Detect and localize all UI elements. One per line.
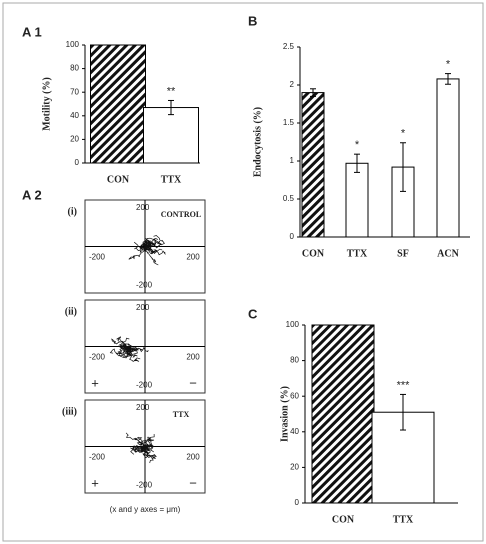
x-tick-label: -200: [89, 253, 106, 262]
y-tick-label: 0: [295, 498, 300, 507]
significance: **: [167, 85, 176, 97]
y-tick-label: 1: [290, 156, 295, 165]
y-axis-label: Invasion (%): [279, 386, 290, 442]
y-tick-label: 40: [70, 111, 79, 120]
caption: (x and y axes = μm): [110, 505, 181, 514]
significance: *: [401, 128, 406, 140]
y-tick-label: 0: [75, 158, 80, 167]
x-tick-label: 200: [186, 253, 200, 262]
bar: [90, 44, 146, 164]
panel-label: C: [248, 306, 258, 321]
x-tick-label: -200: [89, 453, 106, 462]
bar: [311, 324, 375, 504]
trajectory-trace: [130, 446, 146, 455]
trajectory-trace: [143, 243, 152, 252]
x-tick-label: 200: [186, 353, 200, 362]
y-tick-label: 70: [70, 87, 79, 96]
panel-label: A 1: [22, 24, 42, 39]
trajectory-trace: [124, 347, 138, 358]
corner-label: −: [189, 475, 197, 490]
y-tick-label: 40: [290, 427, 299, 436]
trajectory-trace: [137, 444, 148, 453]
bar: [143, 107, 199, 164]
trajectory-trace: [142, 243, 159, 266]
x-tick-label: TTX: [161, 174, 182, 185]
y-tick-label: 1.5: [283, 118, 295, 127]
x-tick-label: 200: [186, 453, 200, 462]
panel-sublabel: (iii): [62, 406, 77, 417]
trajectory-trace: [144, 235, 165, 249]
x-tick-label: CON: [332, 514, 355, 525]
trajectory-trace: [126, 346, 149, 353]
y-tick-label: -200: [136, 280, 153, 289]
panel-sublabel: (ii): [65, 306, 77, 317]
panel-label: A 2: [22, 187, 42, 202]
trajectory-trace: [141, 446, 155, 460]
y-axis-label: Motility (%): [41, 77, 52, 131]
trajectory-trace: [143, 241, 163, 255]
panel-sublabel: (i): [68, 206, 77, 217]
trajectory-trace: [133, 241, 147, 254]
y-tick-label: 100: [286, 320, 300, 329]
trajectory-trace: [119, 343, 134, 353]
y-tick-label: -200: [136, 480, 153, 489]
corner-label: +: [91, 375, 99, 390]
y-tick-label: 200: [136, 303, 150, 312]
x-tick-label: TTX: [347, 248, 368, 259]
y-tick-label: 2.5: [283, 42, 295, 51]
y-tick-label: 100: [66, 40, 80, 49]
panel-label: B: [248, 13, 257, 28]
y-tick-label: 20: [70, 135, 79, 144]
y-tick-label: 0: [290, 232, 295, 241]
y-tick-label: 2: [290, 80, 295, 89]
trajectory-trace: [144, 436, 155, 449]
y-tick-label: 80: [70, 64, 79, 73]
y-tick-label: 0.5: [283, 194, 295, 203]
significance: ***: [397, 379, 411, 391]
panel-annotation: TTX: [173, 410, 190, 419]
panel-annotation: CONTROL: [161, 210, 201, 219]
x-tick-label: TTX: [393, 514, 414, 525]
x-tick-label: CON: [107, 174, 130, 185]
y-tick-label: -200: [136, 380, 153, 389]
y-tick-label: 80: [290, 356, 299, 365]
y-tick-label: 200: [136, 403, 150, 412]
y-axis-label: Endocytosis (%): [252, 107, 263, 177]
y-tick-label: 60: [290, 391, 299, 400]
bar: [436, 78, 460, 238]
x-tick-label: ACN: [437, 248, 459, 259]
y-tick-label: 200: [136, 203, 150, 212]
trajectory-trace: [125, 432, 146, 447]
significance: *: [446, 59, 451, 71]
x-tick-label: CON: [302, 248, 325, 259]
corner-label: +: [91, 475, 99, 490]
y-tick-label: 20: [290, 463, 299, 472]
trajectory-trace: [109, 348, 131, 359]
bar: [301, 92, 325, 238]
x-tick-label: -200: [89, 353, 106, 362]
significance: *: [355, 139, 360, 151]
corner-label: −: [189, 375, 197, 390]
bar: [345, 162, 369, 238]
x-tick-label: SF: [397, 248, 409, 259]
